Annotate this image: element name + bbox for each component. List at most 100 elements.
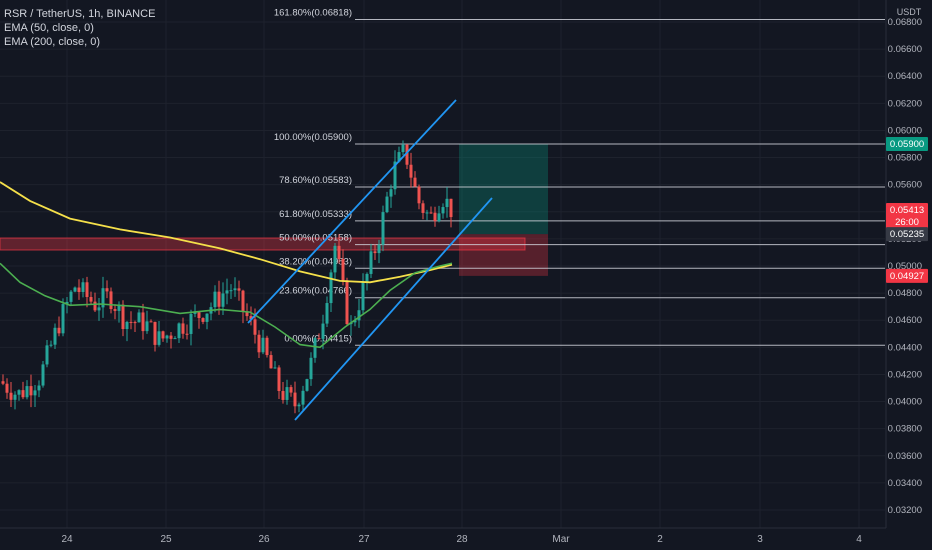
candle-body: [197, 312, 201, 319]
candle-body: [417, 186, 421, 204]
candle-body: [437, 213, 441, 222]
candle-body: [33, 390, 37, 396]
candle-body: [45, 345, 49, 365]
candle-body: [149, 321, 153, 323]
channel-upper-line[interactable]: [247, 99, 457, 324]
candle-body: [285, 387, 289, 400]
time-axis-tick[interactable]: Mar: [552, 534, 570, 545]
candle-body: [261, 337, 265, 353]
chart-grid: [0, 0, 885, 528]
candle-body: [89, 297, 93, 302]
candle-body: [341, 259, 345, 281]
candle-body: [429, 212, 433, 214]
price-axis-tick[interactable]: 0.06000: [888, 125, 922, 136]
candle-body: [449, 198, 453, 218]
time-axis-tick[interactable]: 24: [61, 534, 73, 545]
ema200-indicator-label[interactable]: EMA (200, close, 0): [4, 36, 100, 48]
candle-body: [125, 321, 129, 329]
candle-body: [237, 288, 241, 291]
time-axis-tick[interactable]: 26: [258, 534, 270, 545]
price-axis-tick[interactable]: 0.06800: [888, 17, 922, 28]
ema50-indicator-label[interactable]: EMA (50, close, 0): [4, 22, 94, 34]
candle-body: [421, 203, 425, 213]
fib-level-label: 61.80%(0.05333): [279, 209, 352, 220]
candle-body: [1, 381, 5, 384]
entry-price-label-value: 0.05235: [890, 229, 924, 240]
price-axis-tick[interactable]: 0.04400: [888, 342, 922, 353]
candle-body: [213, 291, 217, 308]
candle-body: [309, 357, 313, 380]
candle-body: [161, 331, 165, 339]
candle-body: [65, 301, 69, 305]
candle-body: [145, 321, 149, 332]
fibonacci-levels[interactable]: 161.80%(0.06818) 100.00%(0.05900) 78.60%(0…: [274, 8, 885, 346]
candle-body: [57, 327, 61, 334]
time-axis-tick[interactable]: 27: [358, 534, 370, 545]
candle-body: [389, 189, 393, 197]
price-axis-tick[interactable]: 0.03800: [888, 424, 922, 435]
price-axis-tick[interactable]: 0.06600: [888, 44, 922, 55]
price-axis-tick[interactable]: 0.03600: [888, 451, 922, 462]
candle-body: [433, 212, 437, 222]
time-axis-tick[interactable]: 3: [757, 534, 763, 545]
candle-body: [225, 290, 229, 294]
candle-body: [361, 281, 365, 311]
candle-body: [41, 364, 45, 386]
price-axis-tick[interactable]: 0.05600: [888, 180, 922, 191]
candle-body: [313, 338, 317, 358]
candle-body: [381, 212, 385, 245]
candle-body: [21, 390, 25, 398]
price-axis-tick[interactable]: 0.05800: [888, 153, 922, 164]
candle-body: [189, 313, 193, 334]
price-axis-tick[interactable]: 0.04600: [888, 315, 922, 326]
candle-body: [377, 244, 381, 254]
time-axis[interactable]: 24 25 26 27 28 Mar 2 3 4: [0, 527, 886, 545]
candle-body: [165, 335, 169, 339]
candle-body: [249, 316, 253, 320]
candle-body: [61, 304, 65, 334]
candle-body: [321, 323, 325, 339]
resistance-zone: [0, 237, 526, 251]
candle-body: [173, 338, 177, 340]
channel-lower-line[interactable]: [294, 197, 493, 421]
fib-level-label: 23.60%(0.04766): [279, 286, 352, 297]
symbol-title[interactable]: RSR / TetherUS, 1h, BINANCE: [4, 8, 156, 20]
candle-body: [217, 291, 221, 307]
time-axis-tick[interactable]: 4: [856, 534, 862, 545]
bar-countdown: 26:00: [895, 217, 919, 228]
price-axis-tick[interactable]: 0.06200: [888, 98, 922, 109]
candle-body: [193, 312, 197, 314]
ema-lines: [0, 181, 453, 349]
chart-legend: RSR / TetherUS, 1h, BINANCE EMA (50, clo…: [4, 7, 155, 49]
candle-body: [325, 303, 329, 324]
candle-body: [205, 313, 209, 322]
candle-body: [185, 333, 189, 335]
time-axis-tick[interactable]: 2: [657, 534, 663, 545]
candle-body: [85, 282, 89, 298]
fib-level-label: 100.00%(0.05900): [274, 132, 352, 143]
time-axis-tick[interactable]: 25: [160, 534, 172, 545]
stop-price-label-value: 0.04927: [890, 271, 924, 282]
current-price-label-value: 0.05413: [890, 205, 924, 216]
time-axis-tick[interactable]: 28: [456, 534, 468, 545]
price-axis-tick[interactable]: 0.03200: [888, 505, 922, 516]
price-axis-tick[interactable]: 0.04000: [888, 397, 922, 408]
price-axis-tick[interactable]: 0.04200: [888, 369, 922, 380]
target-price-label-bg: [886, 137, 928, 151]
price-axis-tick[interactable]: 0.03400: [888, 478, 922, 489]
candle-body: [441, 207, 445, 214]
price-axis-tick[interactable]: 0.04800: [888, 288, 922, 299]
candle-body: [353, 320, 357, 323]
candle-body: [221, 293, 225, 307]
candle-body: [277, 367, 281, 392]
candle-body: [129, 321, 133, 323]
trend-channel[interactable]: [247, 99, 493, 421]
price-axis-tick[interactable]: 0.05000: [888, 261, 922, 272]
candle-body: [53, 327, 57, 345]
candle-body: [113, 309, 117, 311]
price-axis-tick[interactable]: 0.06400: [888, 71, 922, 82]
candle-body: [81, 282, 85, 292]
